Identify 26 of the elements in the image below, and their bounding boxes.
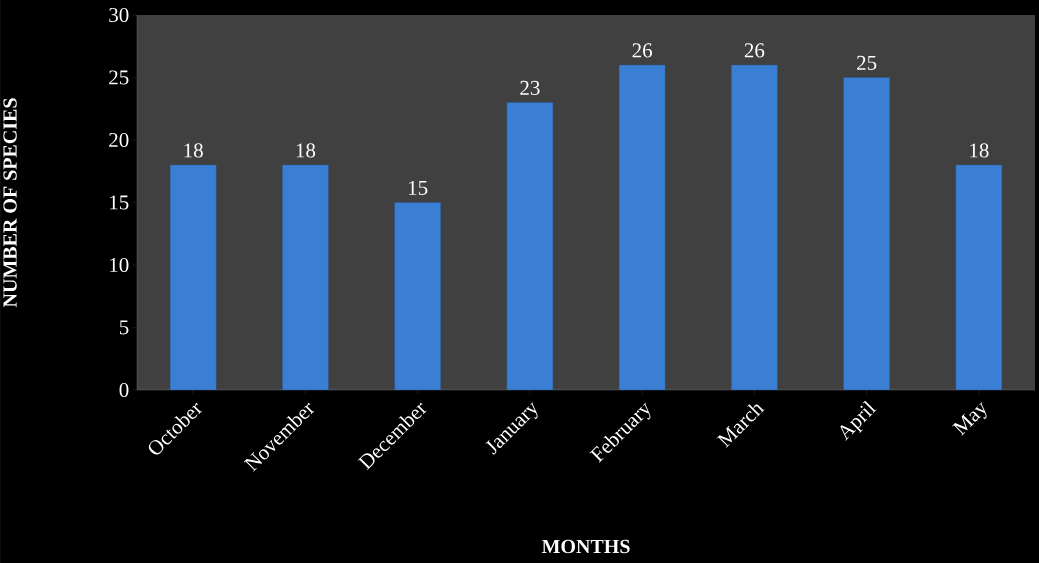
y-tick-label: 5 <box>119 320 129 335</box>
data-label: 15 <box>409 180 428 195</box>
bar <box>843 77 890 390</box>
bar <box>394 202 441 390</box>
y-tick-label: 0 <box>119 382 129 398</box>
data-label: 18 <box>296 143 316 158</box>
x-tick-label: May <box>952 402 987 436</box>
x-axis-title: MONTHS <box>541 539 630 554</box>
bar <box>282 164 329 390</box>
bar <box>618 64 666 390</box>
bar <box>955 164 1003 390</box>
data-label: 18 <box>184 143 203 158</box>
data-label: 26 <box>632 43 653 58</box>
bar <box>731 64 778 390</box>
y-tick-label: 25 <box>109 70 129 85</box>
bar <box>169 164 217 390</box>
bar <box>506 102 554 390</box>
y-tick-label: 30 <box>109 7 129 23</box>
y-tick-label: 20 <box>109 132 129 148</box>
data-label: 23 <box>520 80 540 95</box>
data-label: 25 <box>857 55 877 70</box>
data-label: 26 <box>744 43 765 58</box>
y-tick-label: 15 <box>110 195 129 210</box>
y-axis-title: NUMBER OF SPECIES <box>3 98 17 308</box>
data-label: 18 <box>970 143 989 158</box>
y-tick-label: 10 <box>110 257 129 273</box>
